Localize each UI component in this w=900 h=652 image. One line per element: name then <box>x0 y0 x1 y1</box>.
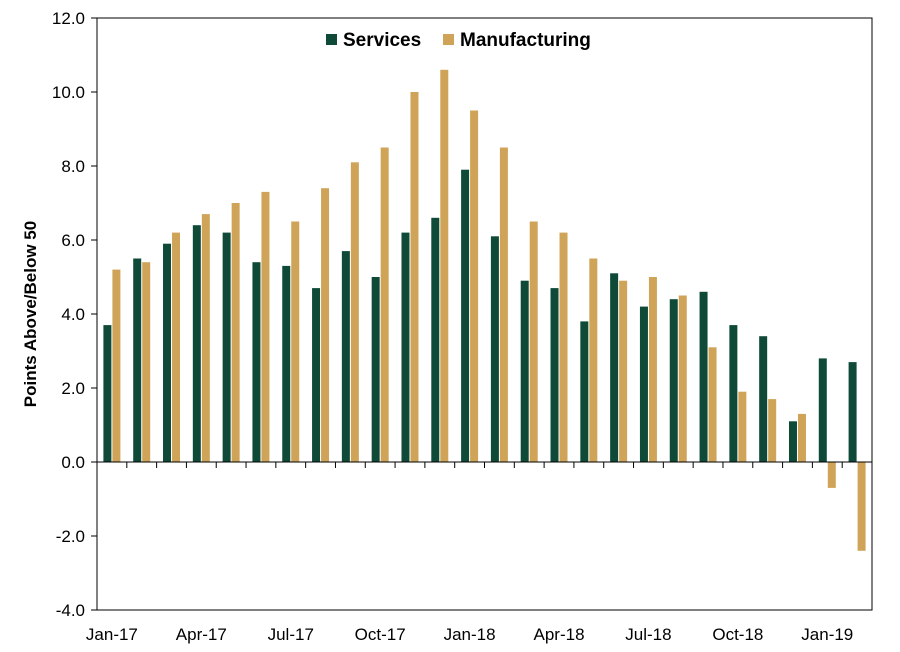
bar-services-nov-18 <box>759 336 768 462</box>
bar-manufacturing-aug-17 <box>321 188 330 462</box>
bars-layer <box>103 69 866 551</box>
y-tick-label: -2.0 <box>56 527 85 546</box>
y-tick-label: 6.0 <box>61 231 85 250</box>
bar-services-nov-17 <box>401 232 410 462</box>
legend-label-services: Services <box>343 30 421 51</box>
bar-services-aug-17 <box>312 288 321 462</box>
bar-manufacturing-sep-18 <box>708 347 717 462</box>
bar-services-apr-18 <box>550 288 559 462</box>
bar-manufacturing-feb-17 <box>142 262 151 462</box>
bar-services-sep-18 <box>699 291 708 462</box>
x-tick-label: Jan-17 <box>86 625 138 644</box>
bar-services-may-17 <box>222 232 231 462</box>
bar-manufacturing-oct-17 <box>380 147 389 462</box>
bar-manufacturing-jun-17 <box>261 191 270 462</box>
bar-services-aug-18 <box>669 299 678 462</box>
bar-manufacturing-mar-18 <box>529 221 538 462</box>
bar-manufacturing-mar-17 <box>172 232 181 462</box>
bar-manufacturing-apr-18 <box>559 232 568 462</box>
bar-manufacturing-jul-17 <box>291 221 300 462</box>
bar-services-jun-17 <box>252 262 261 462</box>
bar-manufacturing-feb-18 <box>499 147 508 462</box>
legend-swatch-manufacturing <box>443 34 454 45</box>
bar-manufacturing-jul-18 <box>648 277 657 462</box>
bar-manufacturing-nov-17 <box>410 92 419 462</box>
bar-services-sep-17 <box>341 251 350 462</box>
bar-services-feb-19 <box>848 362 857 462</box>
plot-area <box>96 17 873 611</box>
bar-manufacturing-sep-17 <box>350 162 359 463</box>
bar-manufacturing-dec-18 <box>797 413 806 462</box>
plot-frame <box>96 17 873 611</box>
bar-services-feb-18 <box>490 236 499 462</box>
x-tick-label: Apr-17 <box>176 625 227 644</box>
bar-services-mar-17 <box>163 243 172 462</box>
bar-manufacturing-feb-19 <box>857 462 866 551</box>
bar-services-jul-17 <box>282 265 291 462</box>
x-tick-label: Oct-17 <box>355 625 406 644</box>
bar-services-feb-17 <box>133 258 142 462</box>
legend-swatch-services <box>326 34 337 45</box>
bar-manufacturing-jan-17 <box>112 269 121 462</box>
bar-manufacturing-jun-18 <box>619 280 628 462</box>
bar-manufacturing-may-18 <box>589 258 598 462</box>
bar-services-jun-18 <box>610 273 619 462</box>
bar-manufacturing-aug-18 <box>678 295 687 462</box>
y-tick-label: 4.0 <box>61 305 85 324</box>
bar-services-may-18 <box>580 321 589 462</box>
bar-services-oct-18 <box>729 325 738 462</box>
bar-services-dec-18 <box>788 421 797 462</box>
bar-services-jan-17 <box>103 325 112 462</box>
x-tick-label: Jan-18 <box>444 625 496 644</box>
bar-manufacturing-jan-18 <box>470 110 479 462</box>
y-tick-label: 8.0 <box>61 157 85 176</box>
x-tick-label: Jul-18 <box>625 625 671 644</box>
y-tick-label: 2.0 <box>61 379 85 398</box>
bar-services-oct-17 <box>371 277 380 462</box>
x-tick-label: Oct-18 <box>712 625 763 644</box>
x-tick-label: Jan-19 <box>801 625 853 644</box>
bar-services-apr-17 <box>192 225 201 462</box>
bar-manufacturing-may-17 <box>231 203 240 462</box>
y-tick-label: 0.0 <box>61 453 85 472</box>
bar-manufacturing-dec-17 <box>440 69 449 463</box>
bar-services-dec-17 <box>431 217 440 462</box>
bar-manufacturing-jan-19 <box>827 462 836 488</box>
y-tick-label: -4.0 <box>56 601 85 620</box>
bar-manufacturing-apr-17 <box>201 214 210 462</box>
legend-label-manufacturing: Manufacturing <box>460 30 591 51</box>
bar-services-jan-18 <box>461 169 470 462</box>
bar-services-jul-18 <box>639 306 648 462</box>
x-tick-label: Apr-18 <box>534 625 585 644</box>
bar-services-jan-19 <box>818 358 827 462</box>
bar-manufacturing-nov-18 <box>768 399 777 462</box>
y-axis-title: Points Above/Below 50 <box>21 221 40 407</box>
bar-manufacturing-oct-18 <box>738 391 747 462</box>
x-tick-label: Jul-17 <box>268 625 314 644</box>
y-tick-label: 12.0 <box>52 9 85 28</box>
legend: Services Manufacturing <box>326 30 591 51</box>
y-tick-label: 10.0 <box>52 83 85 102</box>
bar-services-mar-18 <box>520 280 529 462</box>
